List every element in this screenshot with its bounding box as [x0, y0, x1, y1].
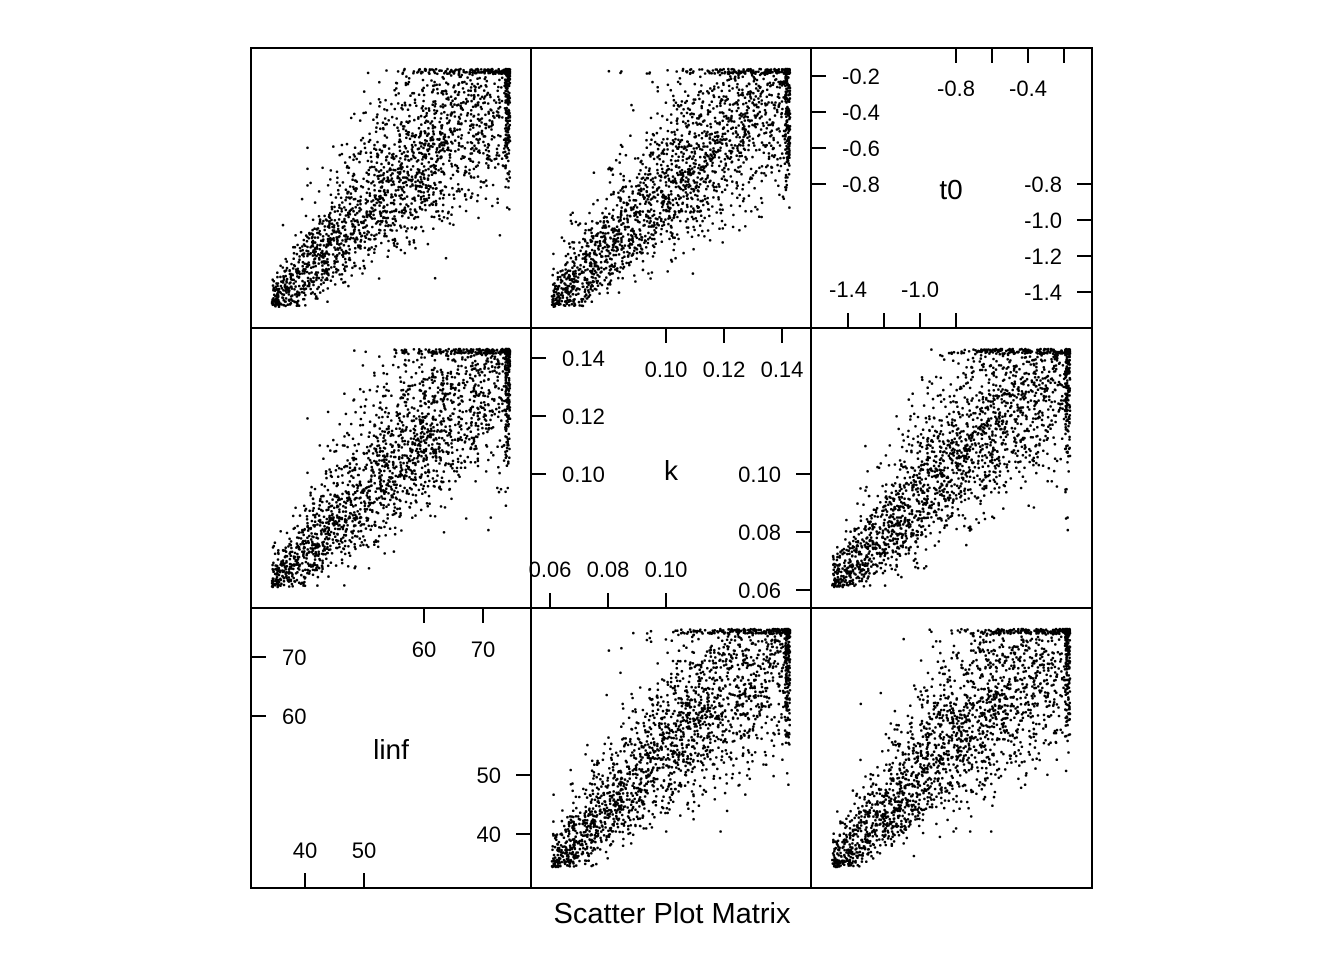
tick-label: 70: [282, 645, 306, 670]
scatter-points-t0-vs-k: [550, 67, 792, 308]
tick-label: 60: [412, 637, 436, 662]
tick-label: -0.4: [1009, 76, 1047, 101]
scatter-points-linf-vs-t0: [831, 627, 1072, 869]
var-label-linf: linf: [373, 734, 409, 765]
tick-label: -0.8: [937, 76, 975, 101]
panel-frame-linf-t0: [810, 607, 1093, 889]
scatter-points-k-vs-t0: [831, 347, 1072, 589]
var-label-t0: t0: [939, 174, 962, 205]
tick-label: 0.08: [738, 520, 781, 545]
tick-label: 0.10: [645, 557, 688, 582]
tick-label: -1.2: [1024, 244, 1062, 269]
tick-label: 70: [471, 637, 495, 662]
tick-label: 0.10: [738, 462, 781, 487]
tick-label: -1.4: [1024, 280, 1062, 305]
tick-label: -1.0: [901, 277, 939, 302]
scatter-points-layer: [270, 67, 1072, 869]
tick-label: 0.14: [562, 346, 605, 371]
scatter-points-k-vs-linf: [270, 347, 512, 589]
tick-label: -1.0: [1024, 208, 1062, 233]
panel-frame-t0-linf: [250, 47, 532, 329]
scatter-points-linf-vs-k: [550, 627, 792, 869]
tick-label: 0.06: [738, 578, 781, 603]
tick-label: -0.6: [842, 136, 880, 161]
tick-label: 60: [282, 704, 306, 729]
tick-label: -0.8: [1024, 172, 1062, 197]
diagonal-tick-marks: [252, 49, 1091, 887]
tick-label: 0.10: [645, 357, 688, 382]
tick-label: 50: [352, 838, 376, 863]
scatter-points-t0-vs-linf: [270, 67, 512, 308]
tick-label: -0.8: [842, 172, 880, 197]
tick-label: 0.12: [562, 404, 605, 429]
tick-label: 40: [477, 822, 501, 847]
tick-label: -0.2: [842, 64, 880, 89]
tick-label: -1.4: [829, 277, 867, 302]
tick-label: 50: [477, 763, 501, 788]
tick-label: 0.14: [761, 357, 804, 382]
tick-label: 40: [293, 838, 317, 863]
chart-title: Scatter Plot Matrix: [553, 898, 791, 930]
tick-label: 0.06: [529, 557, 572, 582]
var-label-k: k: [664, 455, 679, 486]
tick-label: 0.10: [562, 462, 605, 487]
tick-label: 0.08: [587, 557, 630, 582]
tick-label: -0.4: [842, 100, 880, 125]
tick-label: 0.12: [703, 357, 746, 382]
